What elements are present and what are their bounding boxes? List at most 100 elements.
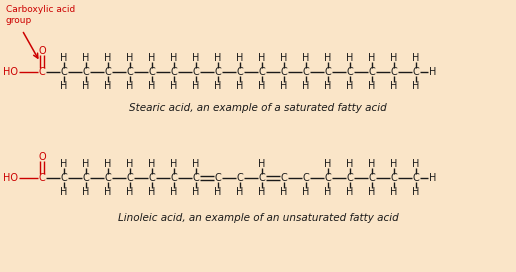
Text: H: H	[259, 187, 266, 197]
Text: H: H	[325, 53, 332, 63]
Text: H: H	[83, 159, 90, 169]
Text: C: C	[391, 67, 397, 77]
Text: H: H	[346, 187, 353, 197]
Text: H: H	[368, 187, 376, 197]
Text: C: C	[60, 67, 68, 77]
Text: C: C	[126, 67, 133, 77]
Text: C: C	[215, 67, 221, 77]
Text: C: C	[39, 67, 45, 77]
Text: H: H	[368, 53, 376, 63]
Text: C: C	[413, 173, 420, 183]
Text: H: H	[214, 81, 222, 91]
Text: C: C	[368, 173, 375, 183]
Text: HO: HO	[3, 173, 18, 183]
Text: H: H	[412, 53, 420, 63]
Text: H: H	[60, 53, 68, 63]
Text: H: H	[104, 81, 111, 91]
Text: H: H	[346, 53, 353, 63]
Text: H: H	[148, 159, 156, 169]
Text: H: H	[236, 53, 244, 63]
Text: H: H	[60, 159, 68, 169]
Text: H: H	[302, 81, 310, 91]
Text: H: H	[302, 53, 310, 63]
Text: H: H	[429, 67, 437, 77]
Text: H: H	[429, 173, 437, 183]
Text: C: C	[105, 67, 111, 77]
Text: H: H	[214, 53, 222, 63]
Text: H: H	[126, 53, 134, 63]
Text: C: C	[105, 173, 111, 183]
Text: C: C	[237, 173, 244, 183]
Text: C: C	[192, 173, 199, 183]
Text: H: H	[83, 81, 90, 91]
Text: C: C	[126, 173, 133, 183]
Text: H: H	[236, 81, 244, 91]
Text: Stearic acid, an example of a saturated fatty acid: Stearic acid, an example of a saturated …	[129, 103, 387, 113]
Text: H: H	[170, 53, 178, 63]
Text: H: H	[259, 53, 266, 63]
Text: H: H	[104, 187, 111, 197]
Text: H: H	[192, 53, 200, 63]
Text: C: C	[302, 67, 310, 77]
Text: C: C	[302, 173, 310, 183]
Text: C: C	[149, 67, 155, 77]
Text: H: H	[259, 81, 266, 91]
Text: C: C	[171, 173, 178, 183]
Text: C: C	[237, 67, 244, 77]
Text: H: H	[148, 81, 156, 91]
Text: H: H	[170, 159, 178, 169]
Text: H: H	[170, 187, 178, 197]
Text: H: H	[390, 187, 398, 197]
Text: H: H	[280, 187, 288, 197]
Text: H: H	[346, 81, 353, 91]
Text: C: C	[391, 173, 397, 183]
Text: C: C	[259, 67, 265, 77]
Text: H: H	[325, 159, 332, 169]
Text: H: H	[368, 81, 376, 91]
Text: H: H	[126, 187, 134, 197]
Text: H: H	[214, 187, 222, 197]
Text: Linoleic acid, an example of an unsaturated fatty acid: Linoleic acid, an example of an unsatura…	[118, 213, 398, 223]
Text: H: H	[104, 53, 111, 63]
Text: C: C	[171, 67, 178, 77]
Text: H: H	[302, 187, 310, 197]
Text: HO: HO	[3, 67, 18, 77]
Text: H: H	[126, 159, 134, 169]
Text: C: C	[60, 173, 68, 183]
Text: H: H	[325, 187, 332, 197]
Text: H: H	[104, 159, 111, 169]
Text: C: C	[83, 67, 89, 77]
Text: C: C	[325, 173, 331, 183]
Text: H: H	[390, 159, 398, 169]
Text: H: H	[148, 187, 156, 197]
Text: H: H	[192, 187, 200, 197]
Text: O: O	[38, 152, 46, 162]
Text: C: C	[192, 67, 199, 77]
Text: H: H	[390, 81, 398, 91]
Text: H: H	[170, 81, 178, 91]
Text: H: H	[280, 81, 288, 91]
Text: H: H	[412, 81, 420, 91]
Text: C: C	[347, 173, 353, 183]
Text: H: H	[412, 187, 420, 197]
Text: C: C	[83, 173, 89, 183]
Text: C: C	[215, 173, 221, 183]
Text: C: C	[149, 173, 155, 183]
Text: H: H	[368, 159, 376, 169]
Text: H: H	[126, 81, 134, 91]
Text: C: C	[325, 67, 331, 77]
Text: C: C	[281, 173, 287, 183]
Text: H: H	[325, 81, 332, 91]
Text: H: H	[60, 81, 68, 91]
Text: H: H	[60, 187, 68, 197]
Text: C: C	[347, 67, 353, 77]
Text: H: H	[259, 159, 266, 169]
Text: C: C	[368, 67, 375, 77]
Text: H: H	[148, 53, 156, 63]
Text: C: C	[413, 67, 420, 77]
Text: H: H	[412, 159, 420, 169]
Text: H: H	[236, 187, 244, 197]
Text: O: O	[38, 46, 46, 56]
Text: H: H	[83, 187, 90, 197]
Text: C: C	[281, 67, 287, 77]
